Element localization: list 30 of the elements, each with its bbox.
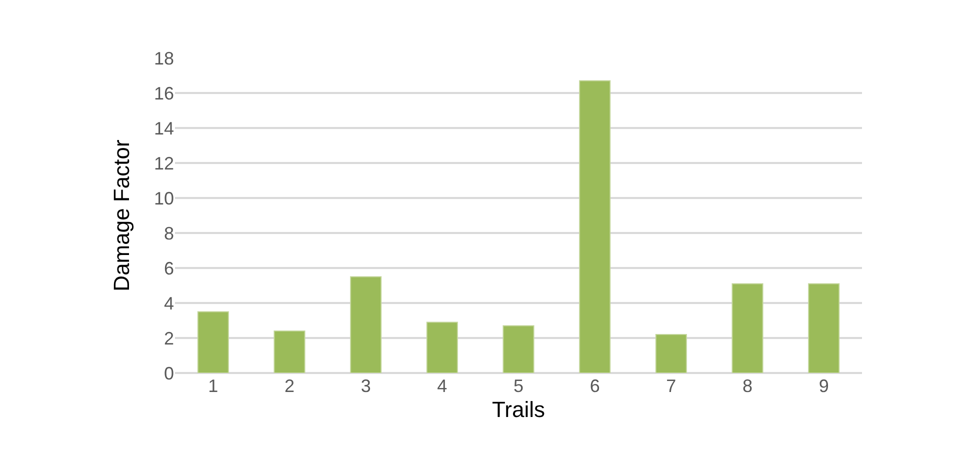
bar [655,334,687,373]
bar [274,330,306,373]
y-tick-label: 6 [164,258,174,278]
y-tick-label: 12 [154,153,174,174]
x-tick-label: 5 [513,376,524,396]
x-tick-label: 2 [284,376,295,396]
x-tick-label: 8 [742,376,753,396]
bar [502,325,534,373]
x-tick-label: 9 [818,376,829,396]
x-tick-label: 4 [437,376,448,396]
bar [197,311,229,373]
y-tick-label: 8 [164,223,174,244]
y-tick-label: 0 [164,363,174,384]
x-tick-label: 7 [666,376,676,396]
y-tick-label: 16 [154,83,174,104]
x-tick-label: 1 [208,376,218,396]
y-tick-label: 10 [154,188,174,208]
bar [350,276,382,373]
x-tick-label: 3 [360,376,371,396]
y-axis-title: Damage Factor [108,140,134,292]
bar [579,80,611,373]
y-tick-label: 14 [154,118,174,138]
bar [426,322,458,373]
bar [732,283,764,373]
y-tick-label: 2 [164,328,174,348]
y-tick-label: 18 [154,48,174,68]
x-axis-title: Trails [492,396,545,422]
y-tick-label: 4 [164,293,174,314]
x-tick-label: 6 [590,376,600,396]
bar [808,283,840,373]
